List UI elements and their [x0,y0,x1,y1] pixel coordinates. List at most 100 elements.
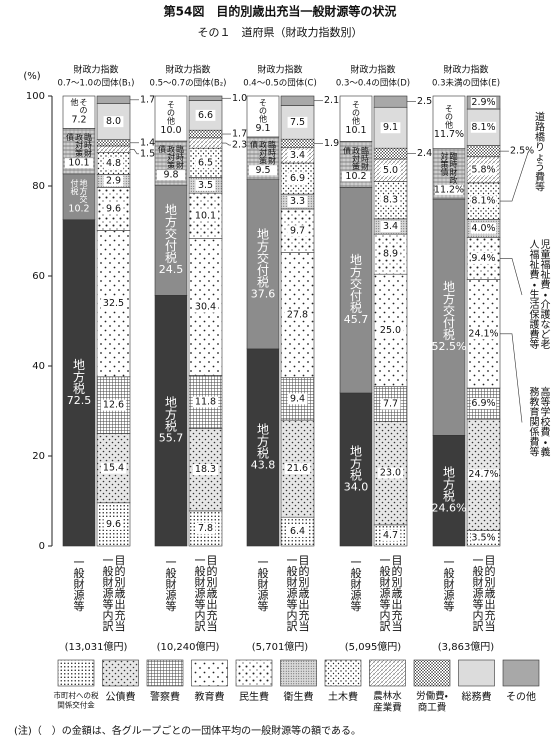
purpose-value-label: 7.8 [198,523,213,534]
general-value-label: 9.1 [255,123,270,134]
general-segment-name: 地方交付税 [71,177,88,203]
general-segment [62,173,96,221]
purpose-value-label: 3.3 [290,196,305,207]
purpose-segment [280,95,315,106]
bar-label: 一般財源等 [166,556,177,613]
bar-label: 一般財源等 [258,556,269,613]
group-subheader: 0.3～0.4の団体(D) [336,78,410,89]
segment-pattern [467,145,500,157]
group-amount: (5,095億円) [345,640,402,653]
purpose-value-label: 21.6 [287,463,308,474]
label-bg [103,116,124,128]
legend-label: 市町村への税関係交付金 [54,690,99,710]
purpose-value-label: 12.6 [103,400,124,411]
label-bg [284,463,311,475]
purpose-value-label: 1.0 [232,93,247,104]
label-bg [287,225,308,237]
label-bg [470,398,497,410]
annotation: 高等学校費・義務教育関係費等 [530,386,551,459]
general-segment-name: 地方交付税 [350,253,362,315]
general-segment-name: 臨時財政対策債 [250,139,276,165]
group-amount: (3,863億円) [438,640,495,653]
legend-swatch [458,659,495,687]
segment-pattern [58,660,94,686]
legend-label: 農林水産業費 [373,690,402,714]
annotation-line [500,333,523,423]
purpose-value-label: 8.3 [383,195,398,206]
label-bg [435,129,463,140]
label-bg [470,222,497,234]
purpose-value-label: 2.9% [471,97,495,108]
purpose-value-label: 8.1% [471,122,495,133]
label-bg [342,171,370,182]
label-bg [192,396,219,408]
general-value-label: 72.5 [67,394,92,407]
general-value-label: 43.8 [251,458,276,471]
purpose-value-label: 1.9 [324,138,339,149]
purpose-value-label: 8.1% [471,196,495,207]
label-bg [249,165,277,176]
group-header: 財政力指数 [257,64,302,76]
bar-label: 一般財源等 [444,556,455,613]
legend-label: 総務費 [462,690,492,703]
y-tick-label: 40 [32,361,45,372]
y-tick-label: 0 [39,541,45,552]
legend-label: 衛生費 [284,690,314,703]
bar-label: 一般財源等 [74,556,85,613]
group-amount: (10,240億円) [157,640,220,653]
note: (注)（ ）の金額は、各グループごとの一団体平均の一般財源等の額である。 [14,724,361,737]
general-segment-name: 地方税 [443,465,455,503]
general-segment-name: 臨時財政対策債 [343,145,369,171]
segment-pattern [369,660,406,686]
label-bg [157,170,185,181]
legend-label: 労働費・商工費 [416,690,448,714]
general-segment [154,295,188,547]
general-value-label: 11.2% [434,184,464,195]
purpose-value-label: 3.4 [290,150,305,161]
purpose-value-label: 2.4 [417,148,432,159]
legend-swatch [502,659,540,687]
purpose-value-label: 2.3 [232,140,247,151]
general-segment [154,184,188,296]
general-segment-name: 地方交付税 [443,280,455,342]
label-bg [65,115,93,126]
annotation-line [500,152,529,202]
chart-title: 第54図 目的別歳出充当一般財源等の状況 [163,4,397,19]
segment-pattern [97,145,130,153]
general-segment-name: 地方税 [165,395,177,433]
segment-pattern [191,660,228,686]
group-header: 財政力指数 [443,64,488,76]
purpose-value-label: 6.5 [198,157,213,168]
general-segment [339,187,373,394]
general-segment [246,348,280,547]
y-axis-label: (%) [23,71,40,82]
purpose-value-label: 3.4 [383,221,398,232]
purpose-value-label: 4.7 [383,530,398,541]
purpose-value-label: 3.5% [471,533,495,544]
purpose-value-label: 27.8 [287,310,308,321]
purpose-value-label: 23.0 [380,468,401,479]
purpose-value-label: 15.4 [103,463,124,474]
leader-line [222,142,231,146]
general-value-label: 37.6 [251,287,276,300]
general-segment-name: 臨時財政対策債 [66,132,92,158]
label-bg [192,464,219,476]
purpose-value-label: 7.7 [383,399,398,410]
label-bg [103,203,124,215]
purpose-value-label: 1.5 [140,148,155,159]
general-segment-name: 地方交付税 [165,203,177,265]
group-header: 財政力指数 [350,64,395,76]
purpose-value-label: 10.1 [195,210,216,221]
purpose-value-label: 6.6 [198,110,213,121]
label-bg [380,221,401,232]
purpose-value-label: 9.4 [290,393,305,404]
annotation-line [500,258,523,296]
general-value-label: 10.1 [68,158,89,169]
general-value-label: 10.0 [160,125,181,136]
general-segment-name: 地方交付税 [257,227,269,289]
purpose-segment [373,95,408,108]
purpose-value-label: 8.0 [106,116,121,127]
label-bg [380,194,401,206]
